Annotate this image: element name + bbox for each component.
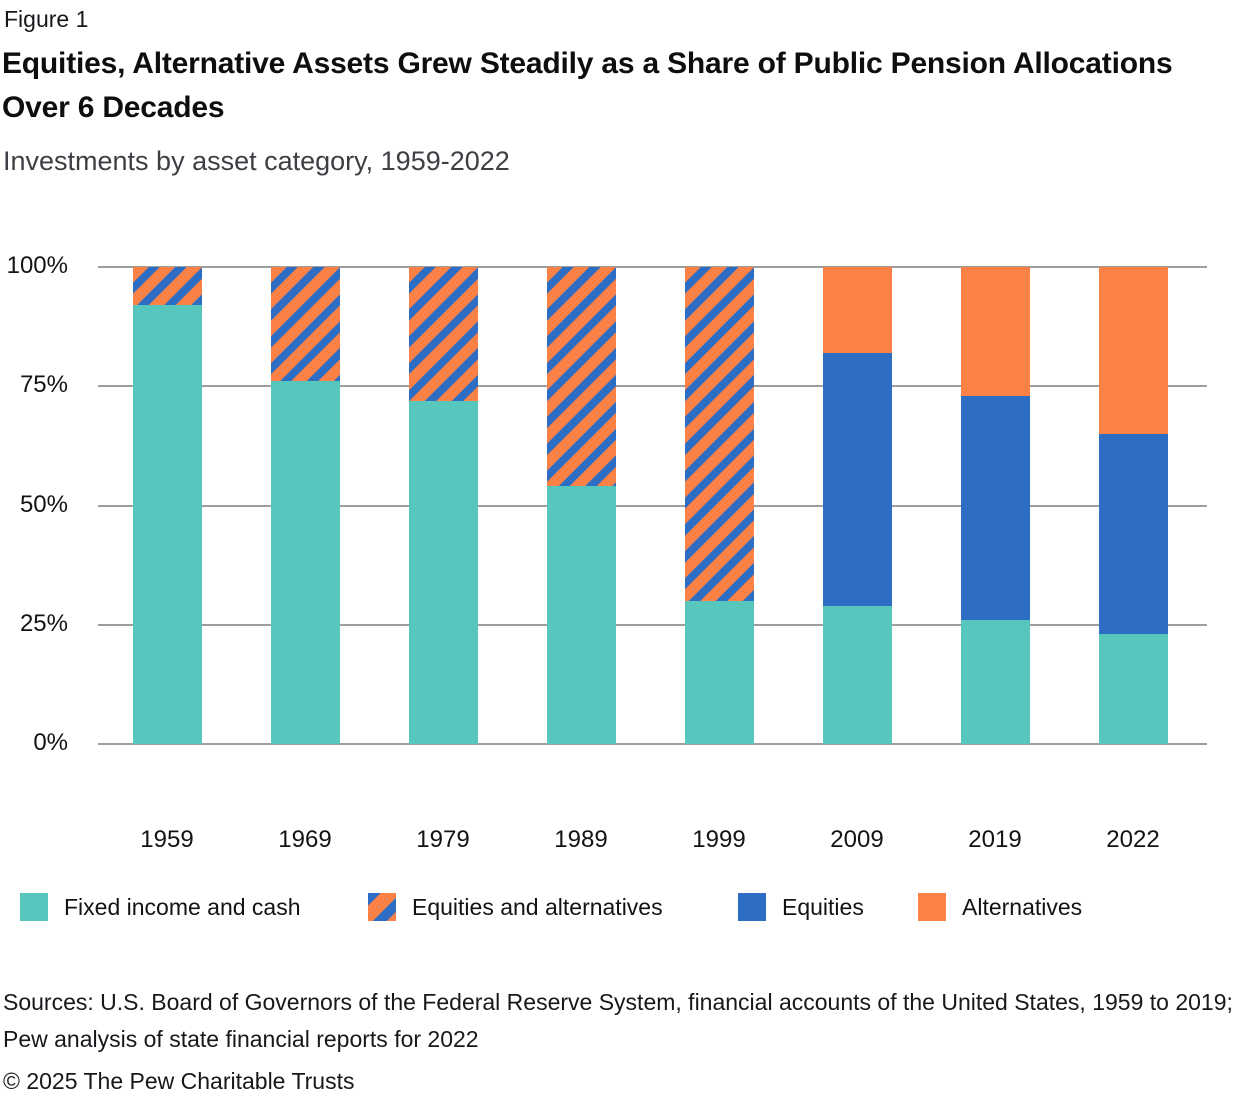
bar-segment-fixed [1098, 634, 1168, 744]
legend-item-fixed: Fixed income and cash [20, 893, 301, 921]
bar-segment-fixed [822, 605, 892, 744]
gridline [98, 385, 1207, 388]
bar-2022 [1098, 267, 1168, 744]
x-axis-tick-label: 2022 [1106, 826, 1160, 853]
bar-1999 [684, 267, 754, 744]
chart-title: Equities, Alternative Assets Grew Steadi… [2, 47, 1173, 124]
copyright-note: © 2025 The Pew Charitable Trusts [3, 1068, 355, 1094]
legend-item-alternatives: Alternatives [918, 893, 1082, 921]
legend-item-equities: Equities [738, 893, 864, 921]
bar-segment-equities [960, 395, 1030, 620]
y-axis-tick-label: 75% [19, 371, 68, 399]
x-axis-tick-label: 1979 [416, 826, 470, 853]
y-axis-tick-label: 50% [19, 490, 68, 518]
bar-segment-fixed [408, 400, 478, 744]
legend-swatch-fixed [20, 893, 48, 921]
bar-segment-equities [822, 352, 892, 606]
y-axis-tick-label: 25% [19, 609, 68, 637]
x-axis-tick-label: 1989 [554, 826, 608, 853]
legend-item-striped: Equities and alternatives [368, 893, 663, 921]
bar-segment-alternatives [960, 267, 1030, 396]
x-axis-tick-label: 2019 [968, 826, 1022, 853]
sources-note: Sources: U.S. Board of Governors of the … [3, 989, 1233, 1052]
legend-swatch-equities [738, 893, 766, 921]
gridline [98, 623, 1207, 626]
bar-segment-fixed [684, 600, 754, 744]
bar-1969 [270, 267, 340, 744]
legend-label: Equities [782, 893, 864, 920]
bar-1989 [546, 267, 616, 744]
gridline [98, 266, 1207, 268]
x-axis-tick-label: 1969 [278, 826, 332, 853]
gridline [98, 504, 1207, 507]
bar-1959 [132, 267, 202, 744]
x-axis-tick-label: 2009 [830, 826, 884, 853]
bar-segment-equities [1098, 433, 1168, 635]
legend-label: Alternatives [962, 893, 1083, 920]
bar-segment-fixed [960, 619, 1030, 744]
bar-segment-fixed [132, 305, 202, 744]
y-axis-tick-label: 100% [6, 252, 68, 279]
bar-segment-striped [684, 267, 754, 601]
legend-swatch-striped [368, 893, 396, 921]
figure-label: Figure 1 [4, 6, 89, 32]
y-axis-tick-label: 0% [33, 729, 68, 756]
x-axis-tick-label: 1999 [692, 826, 746, 853]
bar-segment-striped [408, 267, 478, 401]
bar-segment-alternatives [822, 267, 892, 353]
legend-swatch-alternatives [918, 893, 946, 921]
x-axis-tick-label: 1959 [140, 826, 194, 853]
bar-segment-fixed [546, 486, 616, 744]
bar-segment-striped [132, 267, 202, 306]
bar-segment-fixed [270, 381, 340, 744]
bar-2019 [960, 267, 1030, 744]
gridline [98, 743, 1207, 745]
bar-segment-alternatives [1098, 267, 1168, 434]
bar-2009 [822, 267, 892, 744]
legend-label: Equities and alternatives [412, 893, 663, 920]
chart-subtitle: Investments by asset category, 1959-2022 [3, 146, 510, 176]
legend-label: Fixed income and cash [64, 893, 301, 920]
bar-1979 [408, 267, 478, 744]
bar-segment-striped [270, 267, 340, 382]
bar-segment-striped [546, 267, 616, 487]
